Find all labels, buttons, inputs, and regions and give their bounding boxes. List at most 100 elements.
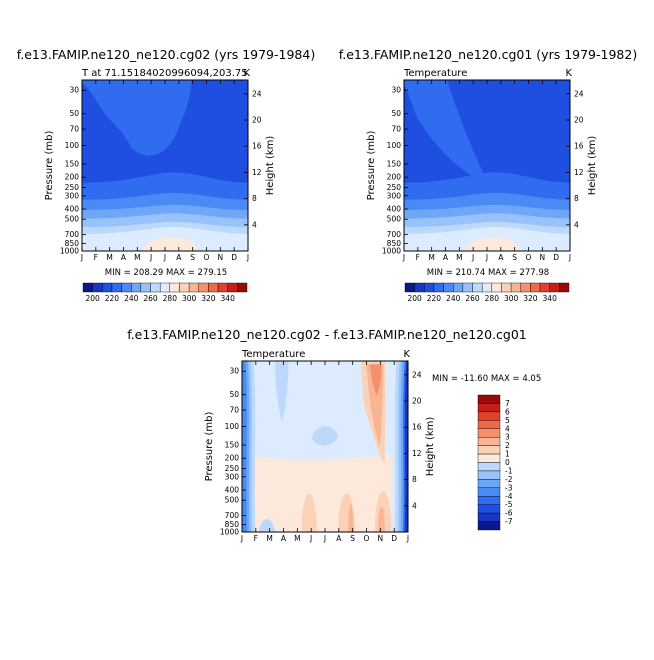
y-right-tick-label: 24 (252, 89, 262, 98)
x-tick-label: A (281, 534, 287, 543)
y-right-tick-label: 12 (412, 449, 422, 458)
y-tick-label: 850 (225, 520, 240, 529)
colorbar-label: 300 (504, 294, 519, 303)
y-right-tick-label: 12 (252, 168, 262, 177)
y-right-tick-label: 12 (574, 168, 584, 177)
y-tick-label: 150 (387, 160, 402, 169)
x-tick-label: J (246, 253, 249, 262)
x-tick-label: D (553, 253, 559, 262)
colorbar-swatch (477, 394, 501, 404)
y-tick-label: 500 (65, 215, 80, 224)
colorbar-swatch (477, 428, 501, 438)
colorbar-swatch (121, 282, 132, 293)
panel-title: f.e13.FAMIP.ne120_ne120.cg02 - f.e13.FAM… (127, 327, 527, 342)
y-tick-label: 50 (229, 390, 239, 399)
panel-subtitle-left: Temperature (403, 68, 467, 79)
panel-cg02: f.e13.FAMIP.ne120_ne120.cg02 (yrs 1979-1… (17, 47, 315, 278)
x-tick-label: A (176, 253, 182, 262)
y-right-tick-label: 4 (252, 220, 257, 229)
colorbar-swatch (530, 282, 541, 293)
colorbar-label: -4 (505, 492, 513, 501)
contour-plot (404, 80, 570, 251)
colorbar-label: 340 (543, 294, 558, 303)
colorbar-swatch (520, 282, 531, 293)
contour-band (463, 237, 521, 251)
colorbar-swatch (140, 282, 151, 293)
colorbar-swatch (549, 282, 560, 293)
colorbar-swatch (179, 282, 190, 293)
colorbar-swatch (510, 282, 521, 293)
colorbar-swatch (491, 282, 502, 293)
colorbar-swatch (477, 487, 501, 497)
colorbar-swatch (477, 436, 501, 446)
x-tick-label: N (540, 253, 546, 262)
x-tick-label: J (80, 253, 83, 262)
x-tick-label: J (323, 534, 326, 543)
x-tick-label: J (149, 253, 152, 262)
x-tick-label: S (512, 253, 517, 262)
colorbar-swatch (404, 282, 415, 293)
colorbar-label: 2 (505, 441, 510, 450)
x-tick-label: F (94, 253, 98, 262)
colorbar-swatch (477, 496, 501, 505)
y-tick-label: 300 (225, 472, 240, 481)
colorbar-swatch (217, 282, 228, 293)
x-tick-label: J (240, 534, 243, 543)
y-tick-label: 50 (391, 109, 401, 118)
y-axis-label: Pressure (mb) (204, 412, 215, 482)
y-tick-label: 30 (69, 86, 79, 95)
x-tick-label: D (231, 253, 237, 262)
colorbar-label: 320 (523, 294, 538, 303)
contour-band (301, 493, 317, 532)
x-tick-label: O (526, 253, 532, 262)
x-tick-label: J (568, 253, 571, 262)
y-right-tick-label: 20 (574, 116, 584, 125)
y-right-tick-label: 4 (574, 220, 579, 229)
y-tick-label: 250 (387, 183, 402, 192)
y-right-tick-label: 20 (412, 397, 422, 406)
x-tick-label: M (428, 253, 434, 262)
min-max-label: MIN = 210.74 MAX = 277.98 (427, 268, 549, 278)
x-tick-label: F (254, 534, 258, 543)
x-tick-label: O (364, 534, 370, 543)
colorbar-label: 260 (143, 294, 158, 303)
colorbar-label: 260 (465, 294, 480, 303)
colorbar-swatch (477, 521, 501, 531)
colorbar-swatch (102, 282, 113, 293)
colorbar-swatch (472, 282, 483, 293)
colorbar-label: 240 (124, 294, 139, 303)
colorbar-swatch (477, 462, 501, 472)
y-tick-label: 200 (65, 173, 80, 182)
x-tick-label: J (485, 253, 488, 262)
colorbar-swatch (453, 282, 464, 293)
panel-subtitle-left: T at 71.15184020996094,203.75 (81, 68, 248, 79)
contour-band (258, 519, 276, 532)
y-tick-label: 100 (65, 141, 80, 150)
colorbar-swatch (462, 282, 473, 293)
contour-plot (82, 80, 248, 251)
x-tick-label: M (266, 534, 272, 543)
y-tick-label: 100 (225, 422, 240, 431)
y-axis-label: Pressure (mb) (366, 131, 377, 201)
y-tick-label: 1000 (220, 528, 239, 537)
colorbar-swatch (198, 282, 209, 293)
colorbar-swatch (477, 445, 501, 455)
y-right-tick-label: 8 (574, 194, 579, 203)
y-right-axis-label: Height (km) (265, 136, 276, 196)
colorbar-label: 0 (505, 458, 510, 467)
y-tick-label: 50 (69, 109, 79, 118)
colorbar-label: 200 (407, 294, 422, 303)
colorbar-label: -5 (505, 500, 513, 509)
colorbar-label: 240 (446, 294, 461, 303)
colorbar-label: 6 (505, 407, 510, 416)
panel-cg01: f.e13.FAMIP.ne120_ne120.cg01 (yrs 1979-1… (339, 47, 637, 278)
x-tick-label: M (294, 534, 300, 543)
colorbar-swatch (150, 282, 161, 293)
y-right-tick-label: 16 (252, 142, 262, 151)
colorbar-swatch (477, 504, 501, 514)
x-tick-label: O (204, 253, 210, 262)
colorbar-label: 200 (85, 294, 100, 303)
x-tick-label: A (443, 253, 449, 262)
colorbar-label: 300 (182, 294, 197, 303)
